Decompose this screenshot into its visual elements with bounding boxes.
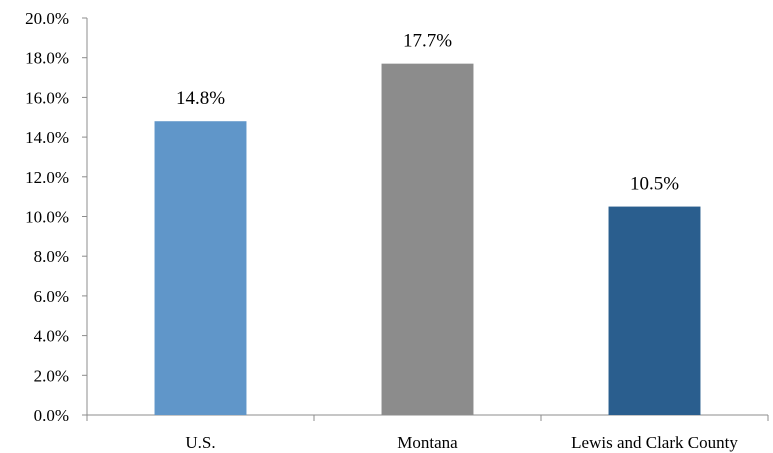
y-tick-label: 14.0% [25, 128, 69, 147]
y-tick-label: 12.0% [25, 168, 69, 187]
data-label: 17.7% [403, 31, 452, 52]
bar-lewis-and-clark-county [608, 206, 701, 415]
data-label: 10.5% [630, 174, 679, 195]
y-tick-label: 10.0% [25, 208, 69, 227]
y-tick-label: 6.0% [34, 287, 69, 306]
data-labels: 14.8% 17.7% 10.5% [176, 31, 679, 195]
bar-montana [381, 63, 474, 415]
data-label: 14.8% [176, 88, 225, 109]
y-tick-label: 16.0% [25, 88, 69, 107]
x-category-label: Montana [397, 433, 458, 452]
bar-u-s [154, 121, 247, 415]
y-tick-label: 20.0% [25, 9, 69, 28]
y-tick-label: 2.0% [34, 366, 69, 385]
y-axis: 0.0% 2.0% 4.0% 6.0% 8.0% 10.0% 12.0% 14.0% 16.0%… [25, 9, 88, 425]
x-category-label: Lewis and Clark County [571, 433, 738, 452]
bars [154, 63, 701, 415]
y-tick-label: 18.0% [25, 49, 69, 68]
y-tick-label: 4.0% [34, 327, 69, 346]
x-axis: U.S. Montana Lewis and Clark County [86, 414, 769, 452]
x-category-label: U.S. [185, 433, 215, 452]
y-tick-label: 0.0% [34, 406, 69, 425]
y-tick-label: 8.0% [34, 247, 69, 266]
